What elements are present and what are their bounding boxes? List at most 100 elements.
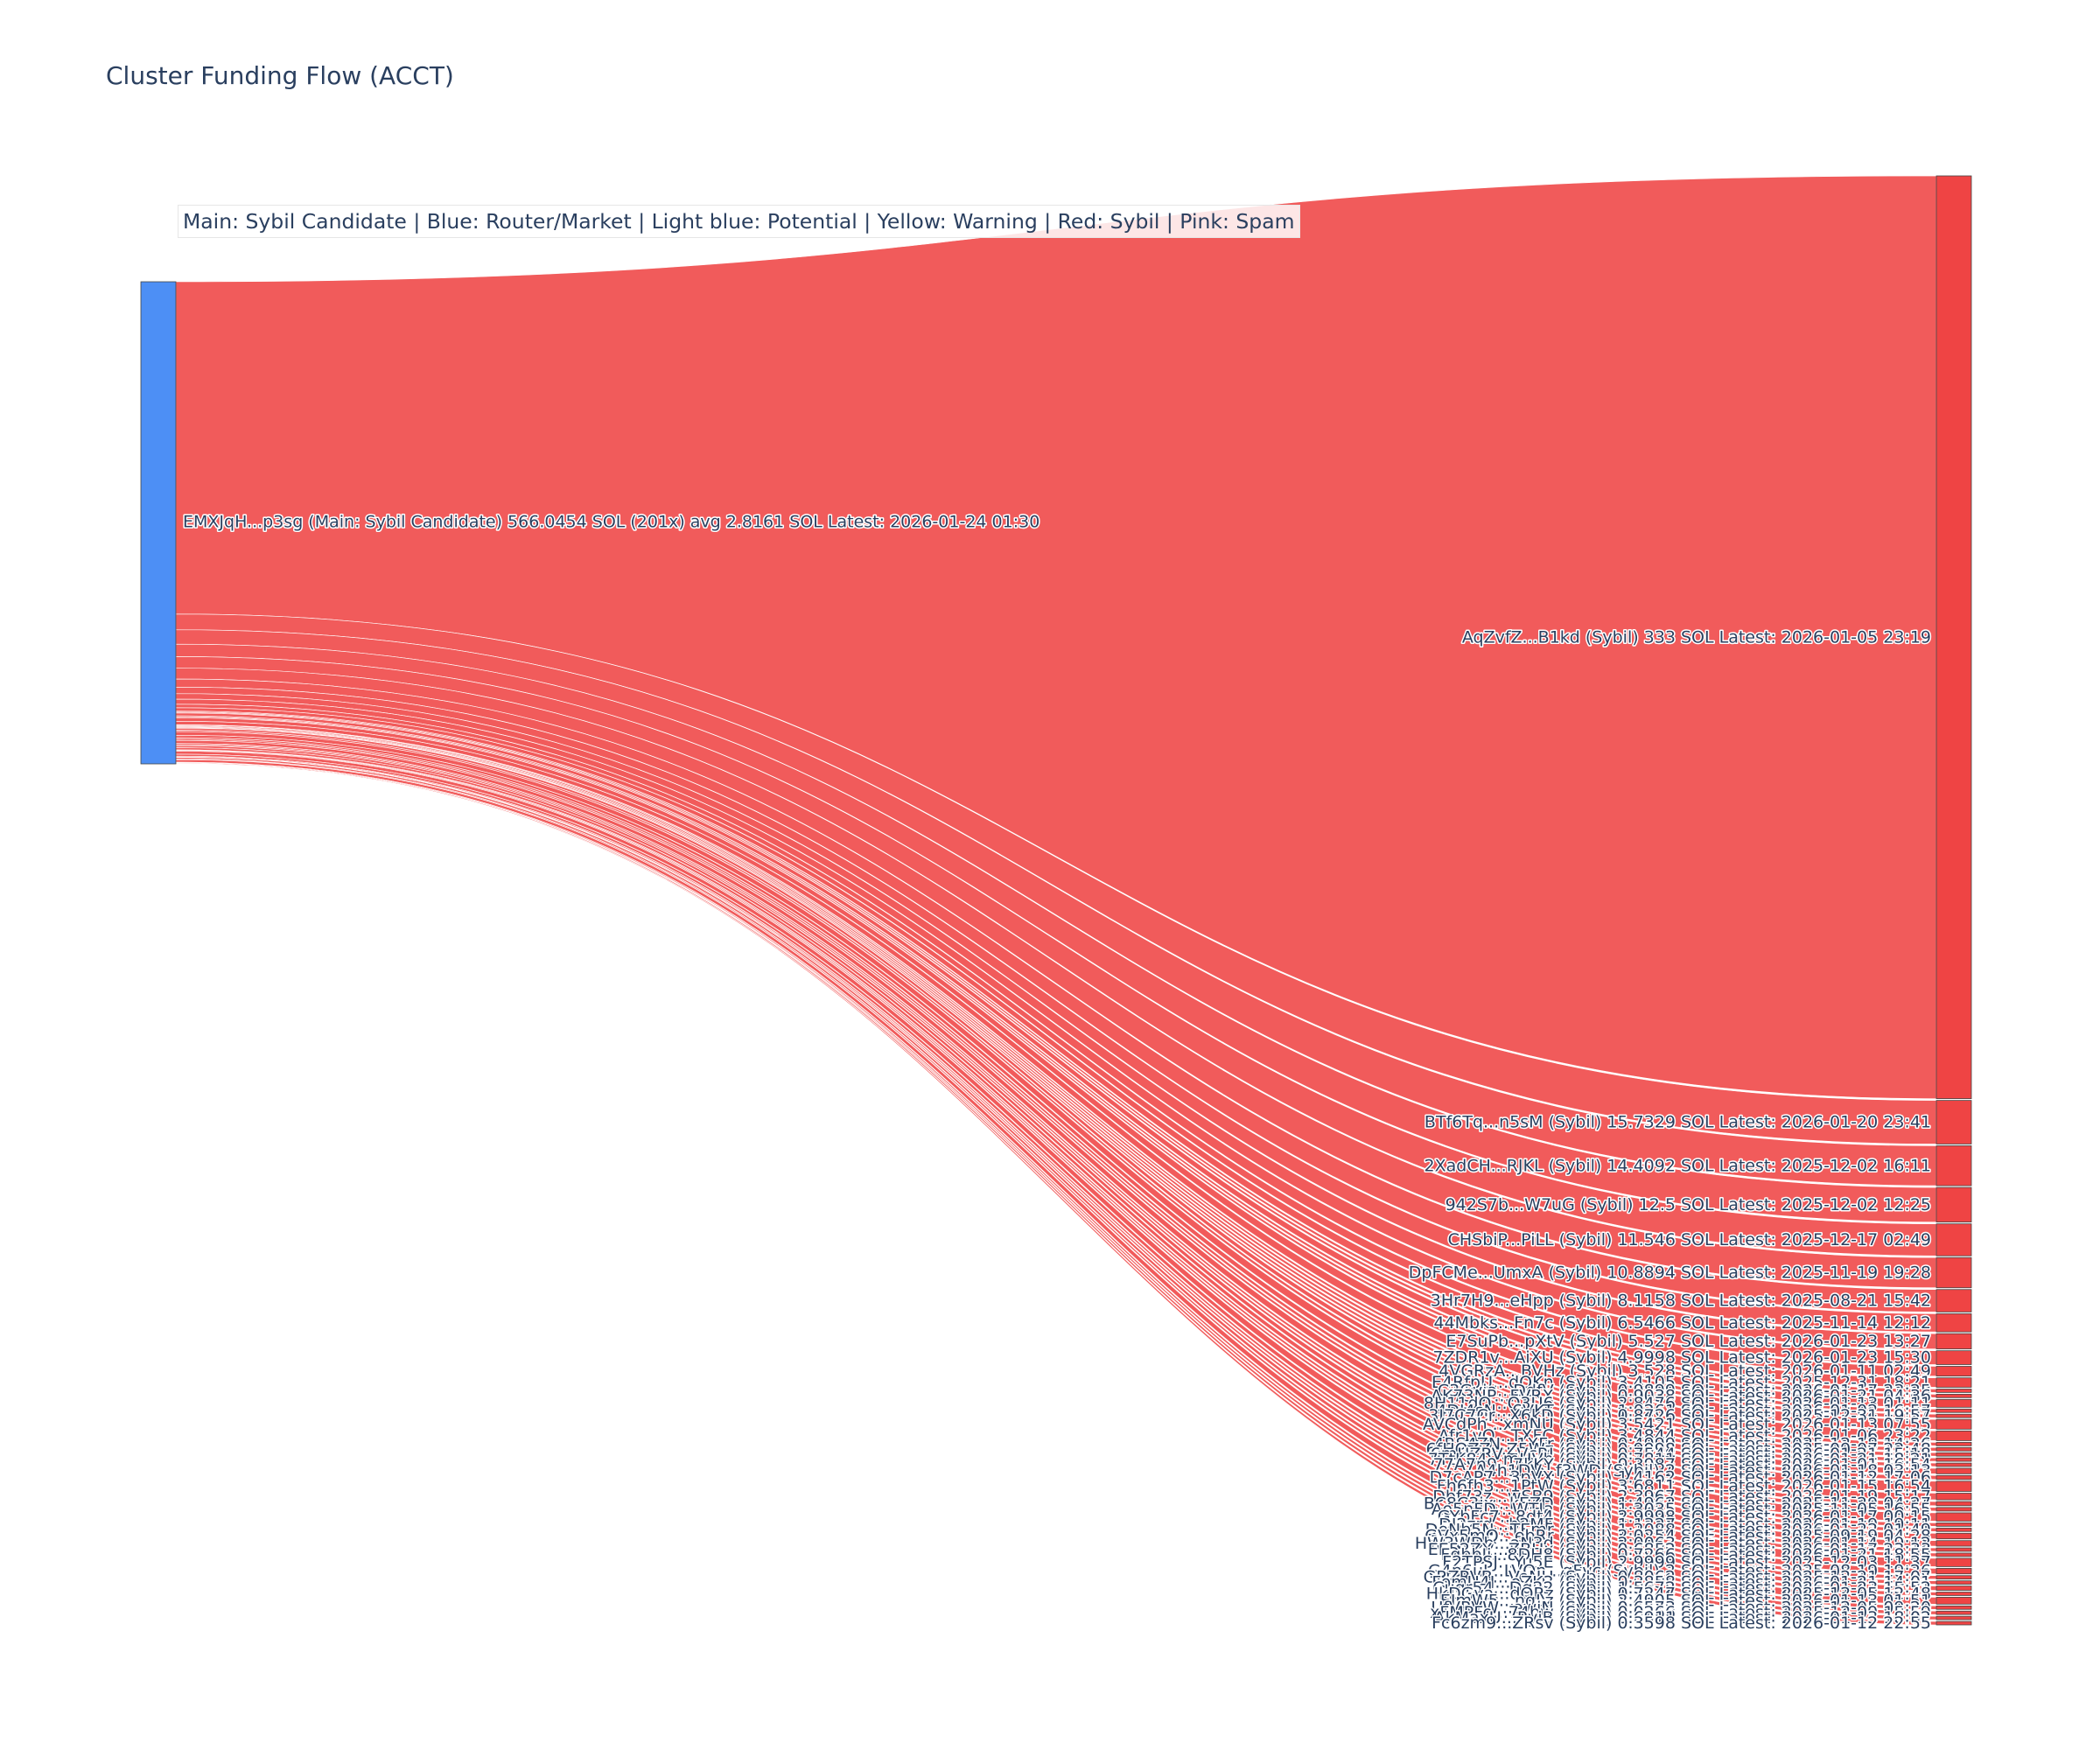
source-node	[140, 281, 177, 765]
target-node	[1936, 1575, 1972, 1580]
target-node-label: AVCdPh...xmNU (Sybil) 3.5421 SOL Latest:…	[1423, 1415, 1931, 1434]
target-node-label: 4RS4ZN...1XFr (Sybil) 0.4999 SOL Latest:…	[1433, 1434, 1931, 1453]
target-node-label: Cuqr54...Dg22 (Sybil) 1.5672 SOL Latest:…	[1432, 1578, 1931, 1598]
target-node	[1936, 1430, 1972, 1441]
sankey-links	[175, 175, 1937, 1626]
target-node-label: HkDGya...dQRz (Sybil) 0.7247 SOL Latest:…	[1426, 1584, 1931, 1603]
target-node-label: EJmW5...ngLz (Sybil) 2.4905 SOL Latest: …	[1440, 1591, 1931, 1610]
target-node-label: A4h1DV...f3WD (Sybil) 2 SOL Latest: 2026…	[1475, 1461, 1931, 1480]
target-node-label: Fh6fh3...1PtW (Sybil) 3.6811 SOL Latest:…	[1437, 1477, 1931, 1496]
target-node	[1936, 1552, 1972, 1558]
target-node	[1936, 1366, 1972, 1377]
target-node-label: Fc6zm9...ZRsv (Sybil) 0.3598 SOL Latest:…	[1432, 1614, 1931, 1633]
legend-note: Main: Sybil Candidate | Blue: Router/Mar…	[178, 205, 1300, 238]
target-node	[1936, 1507, 1972, 1512]
target-node-label: DpFCMe...UmxA (Sybil) 10.8894 SOL Latest…	[1409, 1263, 1931, 1282]
target-node	[1936, 1527, 1972, 1532]
target-node-label: E7SuPb...pXtV (Sybil) 5.527 SOL Latest: …	[1446, 1332, 1931, 1351]
target-node-label: G4p6uJ...LVQn...qFvc (Sybil) 2 SOL Lates…	[1428, 1562, 1931, 1581]
target-node-label: 7TtK84...mHVb (Sybil) 0.7811 SOL Latest:…	[1428, 1450, 1931, 1469]
target-node	[1936, 1480, 1972, 1492]
target-node-label: 6mHZRV...VcRJ (Sybil) 0.7544 SOL Latest:…	[1431, 1445, 1931, 1464]
target-node	[1936, 1558, 1972, 1567]
target-node-label: 942S7b...W7uG (Sybil) 12.5 SOL Latest: 2…	[1446, 1195, 1931, 1214]
target-node-label: BTf6Tq...n5sM (Sybil) 15.7329 SOL Latest…	[1424, 1113, 1931, 1132]
target-node	[1936, 1501, 1972, 1507]
flow-link	[175, 716, 1937, 1418]
target-node-label: DJ2zrd...b2MF (Sybil) 1.1327 SOL Latest:…	[1438, 1515, 1931, 1534]
target-node-label: FqbbJi...8DH8 (Sybil) 0.7266 SOL Latest:…	[1440, 1545, 1931, 1564]
target-node-label: D7cAP7...3pVX (Sybil) 1.4162 SOL Latest:…	[1430, 1468, 1931, 1488]
target-node-label: FomU4J...oZK3 (Sybil) 0.3858 SOL Latest:…	[1432, 1573, 1931, 1592]
target-node-label: UfVRVW...ewiN (Sybil) 0.6573 SOL Latest:…	[1431, 1598, 1931, 1617]
target-node	[1936, 1474, 1972, 1480]
target-node-label: GRZRVB...VeNH (Sybil) 0.8062 SOL Latest:…	[1424, 1568, 1931, 1587]
target-node	[1936, 1377, 1972, 1388]
target-node	[1936, 1512, 1972, 1522]
source-node-label: EMXJqH...p3sg (Main: Sybil Candidate) 56…	[183, 513, 1040, 532]
target-node	[1936, 1610, 1972, 1615]
target-node	[1936, 1493, 1972, 1501]
target-node-label: EE52ZX...ZBHx (Sybil) 0.6852 SOL Latest:…	[1428, 1540, 1931, 1559]
target-node-label: xFMPFo...74bw (Sybil) 0.0266 SOL Latest:…	[1430, 1603, 1931, 1622]
target-node-label: 3Hr7H9...eHpp (Sybil) 8.1158 SOL Latest:…	[1431, 1292, 1931, 1311]
target-node	[1936, 1615, 1972, 1620]
target-node-label: 3J7C7Cr...X6kD (Sybil) 0.8726 SOL Latest…	[1428, 1406, 1931, 1425]
target-node	[1936, 1580, 1972, 1585]
target-node-label: Afr1vQ...TXFC (Sybil) 3.4844 SOL Latest:…	[1438, 1426, 1931, 1446]
target-node-label: Dbf73z...wSB9 (Sybil) 2.3967 SOL Latest:…	[1432, 1487, 1931, 1506]
flow-link	[175, 175, 1937, 1099]
target-node	[1936, 1350, 1972, 1365]
target-node-label: DeNb5N...TEmr (Sybil) 1.2088 SOL Latest:…	[1425, 1520, 1931, 1539]
target-node	[1936, 1223, 1972, 1256]
target-node	[1936, 1605, 1972, 1610]
target-node-label: 77A7n9...7kKY (Sybil) 0.3987 SOL Latest:…	[1433, 1455, 1931, 1474]
target-node	[1936, 1532, 1972, 1540]
target-node-label: AkMaxU...RyiB (Sybil) 0.6911 SOL Latest:…	[1434, 1608, 1931, 1628]
target-node	[1936, 175, 1972, 1100]
target-node-label: Ao5nFD...WTJa (Sybil) 1.3035 SOL Latest:…	[1432, 1500, 1931, 1519]
target-node-label: 2XadCH...RJKL (Sybil) 14.4092 SOL Latest…	[1424, 1156, 1931, 1175]
target-node	[1936, 1592, 1972, 1596]
target-node	[1936, 1256, 1972, 1289]
target-node-label: AK73NP...FVRX (Sybil) 0.9038 SOL Latest:…	[1431, 1386, 1931, 1405]
target-node-label: F2TPSJ...Yu5E (Sybil) 2.9999 SOL Latest:…	[1442, 1553, 1931, 1572]
flow-link	[175, 668, 1937, 1289]
target-node	[1936, 1289, 1972, 1312]
target-node-label: HW3WDb...aN3d (Sybil) 2.0063 SOL Latest:…	[1415, 1534, 1931, 1553]
target-node	[1936, 1446, 1972, 1452]
target-node	[1936, 1620, 1972, 1626]
target-node-label: 4VGRzA...BVHz (Sybil) 3.528 SOL Latest: …	[1438, 1362, 1931, 1381]
target-node-label: 6fHQZZ...Z5Wz (Sybil) 0.9998 SOL Latest:…	[1426, 1439, 1931, 1459]
target-node	[1936, 1567, 1972, 1575]
target-node	[1936, 1467, 1972, 1474]
target-node	[1936, 1186, 1972, 1223]
target-node	[1936, 1457, 1972, 1462]
target-node-label: BC8C3jx...kEZD (Sybil) 1.4962 SOL Latest…	[1424, 1494, 1931, 1513]
target-node	[1936, 1540, 1972, 1547]
sankey-nodes	[140, 175, 1972, 1626]
target-node	[1936, 1442, 1972, 1446]
target-node	[1936, 1597, 1972, 1605]
target-node-label: GVx5mQ...ebRr (Sybil) 2.0254 SOL Latest:…	[1424, 1526, 1931, 1545]
target-node	[1936, 1462, 1972, 1467]
target-node	[1936, 1452, 1972, 1457]
target-node	[1936, 1333, 1972, 1350]
target-node	[1936, 1398, 1972, 1408]
target-node-label: AqZvfZ...B1kd (Sybil) 333 SOL Latest: 20…	[1462, 627, 1931, 647]
target-node	[1936, 1389, 1972, 1393]
target-node	[1936, 1408, 1972, 1413]
target-node-label: 7ZDR1v...AiXU (Sybil) 4.9998 SOL Latest:…	[1433, 1348, 1931, 1368]
target-node-label: E4RfpU...dQKn (Sybil) 3.4105 SOL Latest:…	[1432, 1373, 1931, 1392]
chart-title: Cluster Funding Flow (ACCT)	[106, 61, 454, 90]
target-node	[1936, 1413, 1972, 1418]
flow-link	[175, 745, 1937, 1540]
sankey-labels: EMXJqH...p3sg (Main: Sybil Candidate) 56…	[182, 511, 1933, 1634]
target-node	[1936, 1418, 1972, 1430]
target-node	[1936, 1100, 1972, 1144]
target-node-label: CHSbiP...PiLL (Sybil) 11.546 SOL Latest:…	[1448, 1230, 1931, 1250]
target-node	[1936, 1586, 1972, 1591]
target-node-label: GYbFc7...8dt4 (Sybil) 2.9998 SOL Latest:…	[1438, 1508, 1931, 1527]
target-node	[1936, 1313, 1972, 1333]
